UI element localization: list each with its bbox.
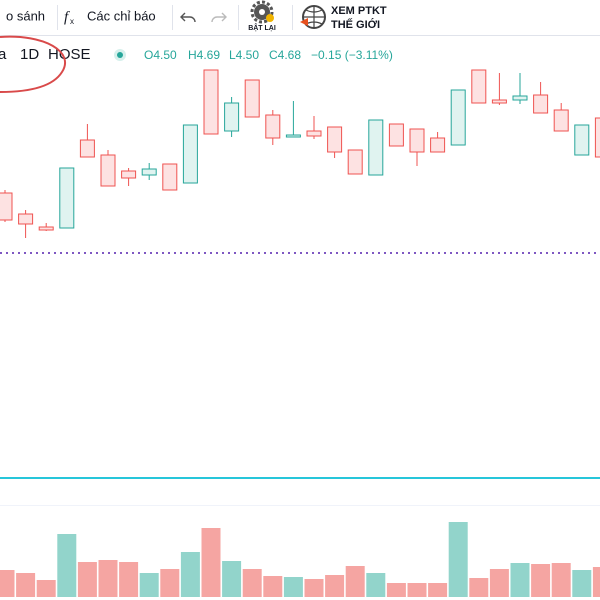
gear-hole xyxy=(259,9,265,15)
candle-body xyxy=(265,114,281,139)
indicators-button[interactable]: Các chỉ báo xyxy=(87,8,156,23)
legend-open: O4.50 xyxy=(144,48,177,62)
globe-lines xyxy=(303,6,325,28)
volume-bar xyxy=(160,569,180,597)
volume-bar xyxy=(304,579,324,597)
world-label-2: THẾ GIỚI xyxy=(331,18,380,31)
legend-close: C4.68 xyxy=(269,48,301,62)
volume-bar xyxy=(77,562,97,597)
candle-body xyxy=(368,119,384,176)
volume-bar xyxy=(551,563,571,597)
candle-body xyxy=(491,99,507,104)
legend-high: H4.69 xyxy=(188,48,220,62)
volume-bar xyxy=(98,560,118,597)
volume-bar xyxy=(572,570,592,597)
volume-bar xyxy=(489,569,509,597)
volume-bar xyxy=(592,567,600,597)
volume-bar xyxy=(36,580,56,597)
candle-body xyxy=(574,124,590,156)
legend-low: L4.50 xyxy=(229,48,259,62)
candle-body xyxy=(141,168,157,176)
candle-body xyxy=(182,124,198,184)
candle-body xyxy=(203,69,219,135)
candle-body xyxy=(512,95,528,101)
candle-body xyxy=(79,139,95,158)
reset-button[interactable]: BẬT LẠI xyxy=(248,0,276,32)
volume-bar xyxy=(180,552,200,597)
candle-body xyxy=(409,128,425,153)
candle-body xyxy=(388,123,404,147)
toolbar xyxy=(0,0,600,35)
annotation-circle xyxy=(0,35,66,93)
volume-bar xyxy=(325,575,345,597)
candle-body xyxy=(59,167,75,229)
status-dot xyxy=(117,52,123,58)
candle-body xyxy=(533,94,549,114)
world-label-1: XEM PTKT xyxy=(331,5,387,17)
world-analysis-button[interactable]: XEM PTKT THẾ GIỚI xyxy=(300,5,387,31)
candle-body xyxy=(471,69,487,104)
volume-bar xyxy=(510,563,530,597)
gear-badge xyxy=(266,14,274,22)
volume-bar xyxy=(119,562,139,597)
volume-bar xyxy=(428,583,448,597)
volume-bar xyxy=(201,528,221,597)
candle-body xyxy=(121,170,137,179)
candle-body xyxy=(285,134,301,138)
candle-body xyxy=(224,102,240,132)
volume-bar xyxy=(448,522,468,597)
fx-icon[interactable]: f xyxy=(64,9,70,25)
candle-body xyxy=(100,154,116,187)
globe-arrow xyxy=(300,18,308,26)
candle-body xyxy=(594,117,600,158)
volume-bar xyxy=(283,577,303,597)
compare-button[interactable]: o sánh xyxy=(6,8,45,23)
candle-body xyxy=(162,163,178,191)
volume-bar xyxy=(139,573,159,597)
volume-bar xyxy=(16,573,36,597)
candle-body xyxy=(347,149,363,175)
candle-body xyxy=(553,109,569,132)
volume-bar xyxy=(0,570,15,597)
candle-body xyxy=(38,226,54,231)
reset-label: BẬT LẠI xyxy=(248,23,276,32)
volume-bar xyxy=(263,576,283,597)
candle-body xyxy=(18,213,34,225)
candle-body xyxy=(450,89,466,146)
volume-bar xyxy=(242,569,262,597)
candle-body xyxy=(306,130,322,137)
candle-body xyxy=(327,126,343,153)
candle-body xyxy=(244,79,260,118)
gear-teeth xyxy=(250,0,274,24)
candle-body xyxy=(0,192,13,221)
volume-bar xyxy=(57,534,77,597)
candle-body xyxy=(430,137,446,153)
fx-icon-sub: x xyxy=(70,17,74,26)
volume-bar xyxy=(407,583,427,597)
volume-bar xyxy=(345,566,365,597)
legend-change: −0.15 (−3.11%) xyxy=(311,48,393,62)
interval: 1D xyxy=(20,46,39,63)
volume-bar xyxy=(366,573,386,597)
volume-bar xyxy=(469,578,489,597)
redo-button[interactable] xyxy=(211,12,227,23)
volume-bar xyxy=(531,564,551,597)
symbol: a xyxy=(0,46,7,63)
exchange: HOSE xyxy=(48,46,91,63)
undo-button[interactable] xyxy=(180,12,196,23)
volume-bar xyxy=(222,561,242,597)
volume-bar xyxy=(386,583,406,597)
